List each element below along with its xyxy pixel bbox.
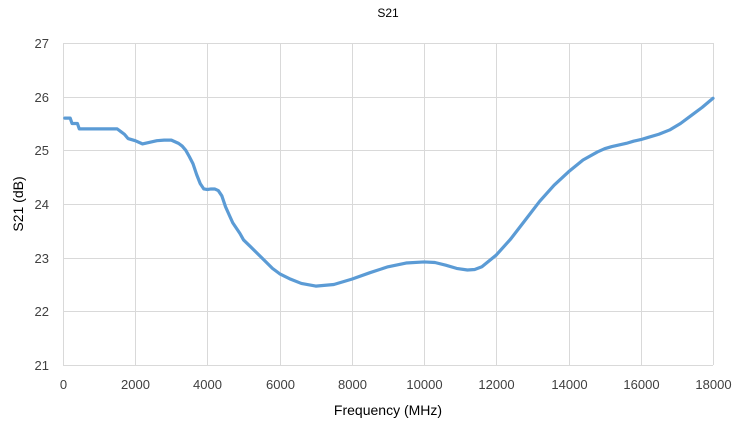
x-tick-label: 16000 bbox=[623, 377, 659, 392]
x-tick-label: 6000 bbox=[266, 377, 295, 392]
x-tick-label: 0 bbox=[60, 377, 67, 392]
chart-title: S21 bbox=[377, 6, 399, 20]
y-tick-label: 25 bbox=[35, 143, 49, 158]
y-tick-label: 21 bbox=[35, 358, 49, 373]
y-tick-labels: 21 22 23 24 25 26 27 bbox=[35, 36, 49, 373]
y-tick-label: 26 bbox=[35, 90, 49, 105]
series-line bbox=[63, 96, 715, 288]
x-tick-labels: 0 2000 4000 6000 8000 10000 12000 14000 16000 180… bbox=[60, 377, 732, 392]
x-gridlines bbox=[63, 43, 714, 365]
x-tick-label: 2000 bbox=[121, 377, 150, 392]
x-tick-label: 10000 bbox=[406, 377, 442, 392]
x-tick-label: 18000 bbox=[695, 377, 731, 392]
y-gridlines bbox=[63, 43, 713, 366]
x-tick-label: 12000 bbox=[478, 377, 514, 392]
y-tick-label: 27 bbox=[35, 36, 49, 51]
y-tick-label: 24 bbox=[35, 197, 49, 212]
series-layer bbox=[63, 96, 715, 288]
x-axis-title: Frequency (MHz) bbox=[334, 402, 442, 418]
x-tick-label: 4000 bbox=[193, 377, 222, 392]
y-tick-label: 22 bbox=[35, 304, 49, 319]
x-tick-label: 8000 bbox=[338, 377, 367, 392]
x-tick-label: 14000 bbox=[551, 377, 587, 392]
y-tick-label: 23 bbox=[35, 251, 49, 266]
y-axis-title: S21 (dB) bbox=[10, 176, 26, 231]
